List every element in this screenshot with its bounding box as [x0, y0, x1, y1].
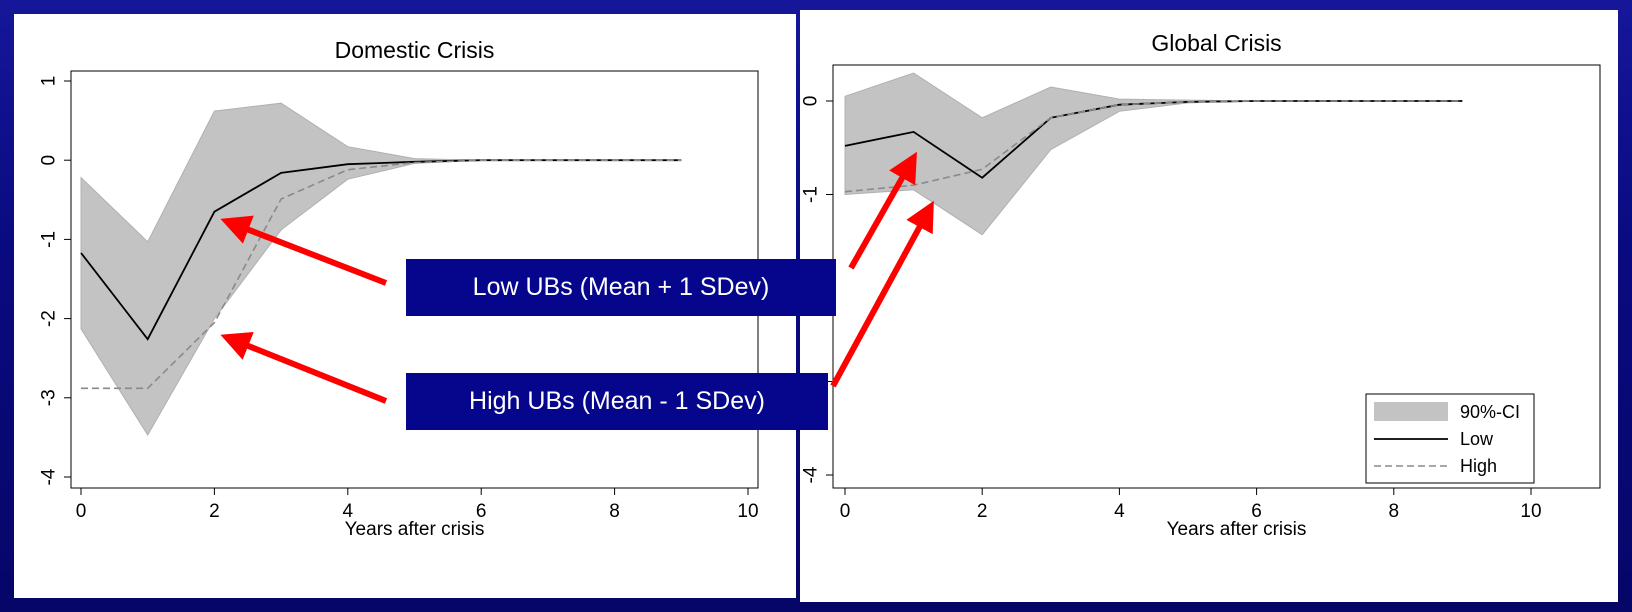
global-crisis-panel: Global Crisis 0 2 4 6 8 10 Years after crisis -4… [800, 10, 1618, 602]
x-tick-label: 2 [977, 501, 988, 522]
x-tick-label: 0 [840, 501, 851, 522]
high-ubs-callout: High UBs (Mean - 1 SDev) [406, 373, 828, 430]
y-tick-label: -1 [39, 231, 60, 248]
low-ubs-callout-label: Low UBs (Mean + 1 SDev) [472, 273, 770, 301]
series-line-high [844, 100, 1463, 193]
x-tick-label: 6 [1251, 501, 1262, 522]
chart-title: Domestic Crisis [335, 37, 495, 63]
series-line-high [81, 159, 682, 390]
arrow-high-global [830, 200, 934, 388]
x-tick-label: 0 [76, 501, 87, 522]
y-tick-label: -3 [39, 389, 60, 406]
y-tick-label: 1 [39, 76, 60, 87]
y-tick-label: 0 [39, 155, 60, 166]
x-tick-label: 6 [476, 501, 487, 522]
arrow-low-global [848, 151, 917, 270]
global-crisis-chart: Global Crisis 0 2 4 6 8 10 Years after crisis -4… [801, 30, 1601, 540]
x-tick-label: 4 [1114, 501, 1125, 522]
chart-title: Global Crisis [1151, 30, 1281, 56]
y-tick-label: -2 [39, 310, 60, 327]
x-tick-label: 2 [209, 501, 220, 522]
legend-high-label: High [1460, 456, 1497, 476]
arrow-high-domestic [220, 331, 388, 404]
x-axis-label: Years after crisis [1167, 519, 1307, 540]
x-tick-label: 10 [737, 501, 758, 522]
legend-ci-swatch [1374, 402, 1448, 421]
y-tick-label: -4 [801, 466, 822, 483]
x-tick-label: 4 [343, 501, 354, 522]
series-line-low [844, 100, 1463, 179]
x-axis-label: Years after crisis [345, 519, 485, 540]
legend-ci-label: 90%-CI [1460, 402, 1520, 422]
low-ubs-callout: Low UBs (Mean + 1 SDev) [406, 259, 836, 316]
arrow-low-domestic [220, 215, 388, 286]
y-tick-label: -4 [39, 468, 60, 485]
x-tick-label: 8 [1389, 501, 1400, 522]
y-tick-label: 0 [801, 96, 822, 107]
x-tick-label: 10 [1520, 501, 1541, 522]
y-tick-label: -1 [801, 186, 822, 203]
x-tick-label: 8 [609, 501, 620, 522]
high-ubs-callout-label: High UBs (Mean - 1 SDev) [469, 387, 765, 415]
legend-low-label: Low [1460, 429, 1494, 449]
